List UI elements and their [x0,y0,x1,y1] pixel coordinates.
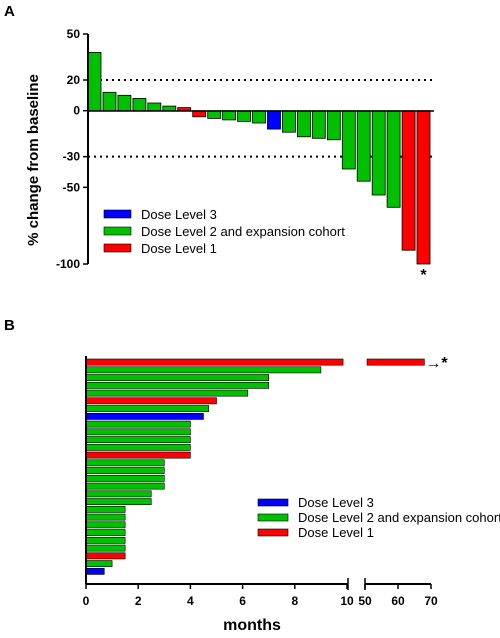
panel-a-legend-label: Dose Level 1 [141,241,217,256]
panel-b-x-ticks: 0 2 4 6 8 10 50 60 70 [83,578,438,608]
panel-a-bar [296,110,311,138]
panel-a-bar [401,110,416,251]
panel-b-bar [85,552,126,560]
panel-b-x-tick-label: 4 [187,594,194,608]
panel-b-x-tick-label: 50 [358,594,372,608]
panel-b-legend-swatch [257,513,289,522]
panel-b-legend-swatch [257,528,289,537]
panel-b-legend-label: Dose Level 3 [298,495,374,510]
panel-a-legend-label: Dose Level 2 and expansion cohort [141,224,345,239]
panel-b-legend-label: Dose Level 2 and expansion cohort [298,510,500,525]
panel-a-bar [102,91,117,112]
panel-a-bar [237,110,252,122]
panel-a-legend-swatch [103,243,132,253]
panel-b-bar [85,529,126,536]
panel-b-bar [85,443,191,451]
panel-b-bar [85,366,322,374]
panel-a-bar [356,110,371,182]
panel-b-x-tick-label: 10 [340,594,354,608]
panel-a-annotation: * [420,267,427,284]
panel-a-bar [386,110,401,208]
panel-a-bar [416,110,431,265]
panel-a-label: A [4,3,15,20]
panel-b-bar [85,405,209,412]
panel-b-bar [85,420,191,428]
panel-a-bar [87,52,102,112]
panel-b-bar [85,513,126,521]
panel-b-annotation: →* [425,355,448,372]
panel-b-bar [85,397,217,405]
panel-b-bar [85,459,165,467]
panel-a-y-ticks: 50 20 0 -30 -50 -100 [56,27,88,271]
panel-a-legend-label: Dose Level 3 [141,207,217,222]
panel-b-legend-label: Dose Level 1 [298,525,374,540]
panel-a-annotations: * [420,267,427,284]
panel-a-y-tick-label: 50 [67,27,81,41]
panel-b-bar [85,467,165,474]
panel-b-x-tick-label: 2 [135,594,142,608]
panel-a-bar [117,94,132,112]
panel-a-bar [252,110,266,124]
panel-a-bar [147,102,162,112]
panel-b-x-tick-label: 60 [391,594,405,608]
panel-a-bar [341,110,356,170]
panel-b-bar [85,498,152,505]
panel-b-bar [85,374,269,381]
panel-b-x-tick-label: 0 [83,594,90,608]
panel-a-bars [87,52,431,265]
panel-b-x-tick-label: 6 [239,594,246,608]
panel-b-bar [85,358,344,366]
panel-b-bar [85,560,113,567]
panel-a-bar [162,105,177,112]
panel-b-annotations: →* [425,355,448,372]
panel-b-bar-continued [366,358,425,366]
panel-a-bar [326,110,341,141]
panel-b-x-tick-label: 70 [424,594,438,608]
panel-a-bar [311,110,326,139]
panel-a-bar [281,110,296,133]
panel-a-y-tick-label: -30 [63,150,81,164]
panel-b-label: B [4,317,15,334]
panel-a-bar [267,110,281,130]
panel-b-bar [85,474,165,482]
panel-a-bar [132,98,147,112]
panel-b-bar [85,567,105,575]
panel-a-y-tick-label: -50 [63,180,81,194]
panel-b-bar [85,521,126,529]
panel-a-bar [177,107,192,112]
panel-b-bar [85,544,126,552]
panel-a-y-tick-label: 20 [67,73,81,87]
panel-b-bar [85,536,126,544]
panel-b-x-tick-label: 8 [291,594,298,608]
panel-b-bar [85,428,191,436]
panel-a-legend-swatch [103,226,132,236]
panel-a-bar [222,110,237,121]
panel-a-y-axis-label: % change from baseline [25,74,42,246]
panel-b-bar [85,482,165,490]
panel-b-bar [85,505,126,513]
panel-b-bar [85,412,204,420]
panel-a-bar [207,110,222,119]
panel-b-bar [85,451,191,459]
panel-b-bar [85,436,191,443]
panel-b-x-axis-label: months [223,617,281,634]
panel-a-legend-swatch [103,209,132,219]
panel-a-bar [371,110,386,196]
panel-b-legend-swatch [257,498,289,507]
panel-a-y-tick-label: -100 [56,257,80,271]
panel-b-bar [85,389,249,397]
panel-b-bar [85,490,152,498]
panel-a-y-tick-label: 0 [73,104,80,118]
panel-b-bars [85,358,425,575]
panel-b-bar [85,381,269,389]
panel-a-legend: Dose Level 3 Dose Level 2 and expansion c… [103,207,345,256]
